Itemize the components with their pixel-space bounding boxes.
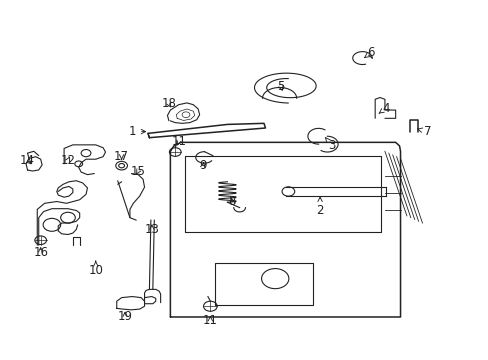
- Text: 11: 11: [171, 135, 186, 148]
- Text: 18: 18: [161, 98, 176, 111]
- Text: 14: 14: [20, 154, 35, 167]
- Text: 3: 3: [325, 138, 335, 152]
- Text: 4: 4: [378, 102, 389, 115]
- Text: 9: 9: [199, 159, 206, 172]
- Text: 2: 2: [316, 197, 323, 217]
- Text: 17: 17: [114, 150, 129, 163]
- Text: 15: 15: [130, 165, 145, 177]
- Text: 6: 6: [364, 46, 374, 59]
- Text: 11: 11: [203, 314, 218, 327]
- Text: 16: 16: [33, 246, 48, 259]
- Text: 5: 5: [277, 80, 284, 93]
- Text: 13: 13: [144, 223, 159, 236]
- Text: 12: 12: [61, 154, 75, 167]
- Text: 8: 8: [228, 195, 236, 208]
- Text: 7: 7: [417, 125, 430, 138]
- Text: 10: 10: [88, 261, 103, 277]
- Text: 19: 19: [117, 310, 132, 324]
- Text: 1: 1: [128, 125, 145, 138]
